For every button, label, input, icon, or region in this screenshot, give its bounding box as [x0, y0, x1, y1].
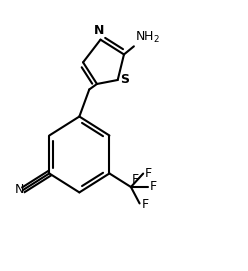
Text: S: S [120, 73, 129, 86]
Text: F: F [132, 173, 139, 186]
Text: F: F [142, 198, 149, 211]
Text: N: N [14, 183, 24, 196]
Text: F: F [150, 180, 157, 193]
Text: NH$_2$: NH$_2$ [135, 30, 160, 45]
Text: N: N [94, 24, 104, 37]
Text: F: F [145, 167, 152, 180]
